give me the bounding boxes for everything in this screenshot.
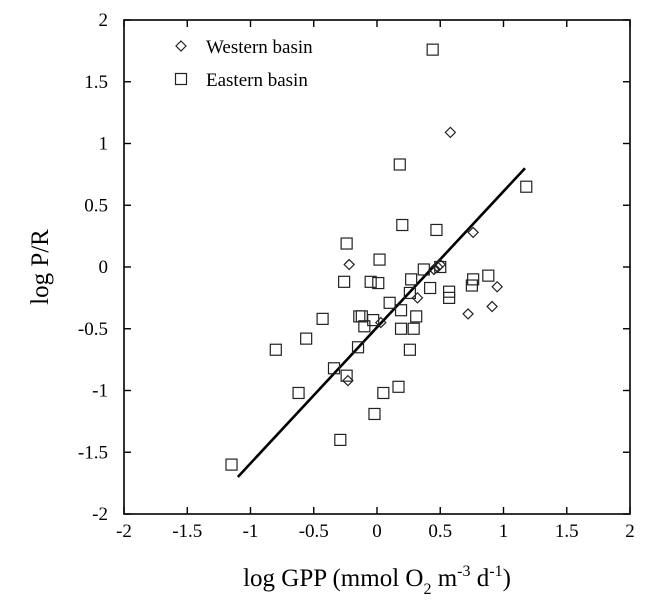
western-basin-point [411,292,424,304]
legend: Western basin Eastern basin [174,37,313,91]
legend-square-marker [174,72,188,86]
x-axis-label-end: ) [503,565,511,592]
x-tick-label: -1 [243,521,259,542]
eastern-basin-point [403,286,416,300]
axis-ticks [123,19,631,515]
x-tick-label: -1.5 [172,521,202,542]
eastern-basin-point [417,263,430,276]
x-tick-labels: -2 -1.5 -1 -0.5 0 0.5 1 1.5 2 [116,521,635,542]
x-tick-label: 1.5 [555,521,579,542]
x-tick-label: -0.5 [299,521,329,542]
eastern-basin-point [467,273,480,286]
eastern-basin-point [465,279,478,292]
western-basin-point [486,300,498,313]
eastern-basin-point [443,291,456,304]
western-basin-point [342,374,354,387]
eastern-basin-point [377,386,390,400]
western-basin-point [343,258,356,271]
eastern-basin-point [373,253,386,266]
eastern-basin-point [443,285,456,298]
western-basin-point [374,316,387,329]
eastern-basin-point [364,275,377,288]
eastern-basin-point [327,362,341,375]
eastern-basin-point [225,458,238,471]
western-basin-point [428,263,440,276]
x-axis-label-mid2: d [470,565,489,592]
eastern-basin-point [430,223,443,237]
eastern-basin-point [393,158,406,171]
eastern-basin-point [520,180,533,193]
eastern-basin-point [405,273,418,286]
x-axis-label: log GPP (mmol O2 m-3 d-1) [243,563,511,598]
x-axis-label-sub: 2 [423,581,431,598]
eastern-basin-point [424,281,437,295]
eastern-basin-point [394,322,408,335]
western-basin-point [491,280,504,293]
regression-line [236,167,526,478]
legend-label-eastern: Eastern basin [206,70,308,91]
y-tick-label: 2 [99,10,109,31]
y-tick-label: 0.5 [84,195,108,216]
plot-frame [123,19,631,515]
eastern-basin-point [292,386,305,400]
x-tick-label: 2 [625,521,635,542]
eastern-basin-point [358,320,371,333]
x-tick-label: 0.5 [428,521,452,542]
eastern-basin-point [403,343,416,356]
eastern-basin-point [372,276,385,290]
y-tick-label: -1 [92,381,108,402]
eastern-basin-point [410,310,423,323]
x-tick-label: 1 [499,521,509,542]
eastern-basin-point [394,304,408,317]
western-basin-point [467,226,479,239]
data-points [225,43,533,471]
y-tick-label: 0 [99,257,109,278]
eastern-basin-point [368,407,381,421]
x-tick-label: 0 [372,521,382,542]
eastern-basin-point [334,433,347,446]
eastern-basin-point [392,380,405,393]
eastern-basin-point [316,312,329,325]
western-basin-point [462,308,474,320]
y-tick-label: -1.5 [78,442,108,463]
legend-label-western: Western basin [206,37,313,58]
y-tick-labels: -2 -1.5 -1 -0.5 0 0.5 1 1.5 2 [78,10,108,525]
y-axis-label: log P/R [27,229,54,305]
y-tick-label: 1.5 [84,72,108,93]
eastern-basin-point [300,332,313,345]
y-tick-label: -0.5 [78,319,108,340]
eastern-basin-point [338,275,351,288]
eastern-basin-point [340,237,353,250]
eastern-basin-point [269,343,282,356]
x-axis-label-main: log GPP (mmol O [243,565,423,592]
eastern-basin-point [407,322,420,335]
eastern-basin-point [434,260,447,274]
eastern-basin-point [383,296,396,309]
x-axis-label-mid: m [431,565,457,592]
eastern-basin-point [396,218,409,232]
eastern-basin-point [351,341,365,354]
eastern-basin-point [426,43,439,56]
x-axis-label-sup1: -3 [457,563,470,580]
x-axis-label-sup2: -1 [489,563,502,580]
y-tick-label: -2 [92,504,108,525]
western-basin-point [444,126,457,139]
legend-diamond-marker [175,40,187,52]
eastern-basin-point [340,369,353,382]
eastern-basin-point [482,269,495,282]
eastern-basin-point [367,314,380,327]
y-tick-label: 1 [99,134,109,155]
x-tick-label: -2 [116,521,132,542]
